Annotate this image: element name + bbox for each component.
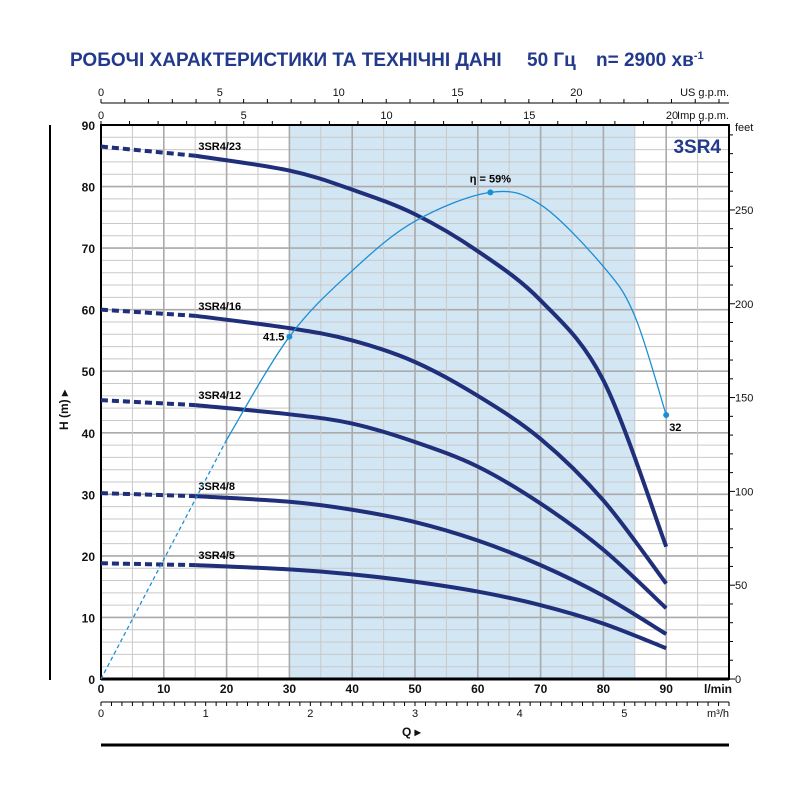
curve-label: 3SR4/12 [198, 390, 241, 402]
y-tick-label: 30 [82, 488, 96, 502]
frequency-label: 50 Гц [527, 50, 576, 71]
x-tick-label: 10 [157, 682, 171, 696]
imp-gpm-label: Imp g.p.m. [677, 110, 729, 122]
imp-gpm-tick-label: 15 [523, 110, 535, 122]
chart-title: РОБОЧІ ХАРАКТЕРИСТИКИ ТА ТЕХНІЧНІ ДАНІ [70, 50, 502, 71]
x-tick-label: 0 [98, 682, 105, 696]
efficiency-point [663, 412, 670, 419]
efficiency-curve [226, 190, 667, 441]
y-tick-label: 90 [82, 119, 96, 133]
curve-label: 3SR4/16 [198, 301, 241, 313]
curve-3SR4-16 [194, 313, 668, 585]
imp-gpm-tick-label: 20 [666, 110, 678, 122]
y-tick-label: 10 [82, 611, 96, 625]
x-tick-label: 90 [660, 682, 674, 696]
x-unit-label: l/min [704, 682, 732, 696]
us-gpm-tick-label: 0 [98, 87, 104, 99]
imp-gpm-tick-label: 5 [241, 110, 247, 122]
us-gpm-label: US g.p.m. [680, 87, 729, 99]
efficiency-point [487, 189, 494, 196]
us-gpm-tick-label: 20 [570, 87, 582, 99]
curve-3SR4-5 [195, 563, 667, 651]
efficiency-point [286, 333, 293, 340]
x-tick-label: 80 [597, 682, 611, 696]
model-label: 3SR4 [673, 137, 721, 158]
efficiency-label: 41.5 [263, 332, 284, 344]
x-tick-label: 60 [471, 682, 485, 696]
m3h-tick-label: 1 [203, 708, 209, 720]
y-tick-label: 40 [82, 427, 96, 441]
y-axis-label: H (m) ▸ [57, 389, 71, 430]
x-tick-label: 50 [408, 682, 422, 696]
y-tick-label: 0 [88, 673, 95, 687]
curve-3SR4-5-dashed [100, 561, 196, 568]
imp-gpm-tick-label: 10 [380, 110, 392, 122]
curve-3SR4-16-dashed [100, 307, 196, 318]
m3h-tick-label: 3 [412, 708, 418, 720]
x-axis-label: Q ▸ [402, 725, 422, 739]
m3h-tick-label: 2 [307, 708, 313, 720]
feet-tick-label: 0 [735, 674, 741, 686]
recommended-range [289, 125, 635, 679]
y-tick-label: 70 [82, 242, 96, 256]
efficiency-peak-label: η = 59% [470, 173, 511, 185]
curve-3SR4-12 [195, 403, 668, 610]
y-tick-label: 20 [82, 550, 96, 564]
feet-tick-label: 200 [735, 299, 753, 311]
feet-tick-label: 150 [735, 393, 753, 405]
y-tick-label: 60 [82, 304, 96, 318]
m3h-tick-label: 5 [621, 708, 627, 720]
y-tick-label: 50 [82, 365, 96, 379]
us-gpm-tick-label: 10 [333, 87, 345, 99]
us-gpm-tick-label: 15 [451, 87, 463, 99]
us-gpm-tick-label: 5 [217, 87, 223, 99]
efficiency-curve-dashed [100, 439, 228, 680]
m3h-label: m³/h [707, 708, 729, 720]
feet-tick-label: 100 [735, 486, 753, 498]
curve-3SR4-12-dashed [100, 398, 196, 408]
curve-3SR4-23-dashed [100, 144, 196, 158]
feet-tick-label: 50 [735, 580, 747, 592]
speed-label: n= 2900 хв-1 [596, 50, 704, 71]
feet-axis-label: feet [735, 122, 753, 134]
x-tick-label: 40 [346, 682, 360, 696]
y-tick-label: 80 [82, 181, 96, 195]
m3h-tick-label: 0 [98, 708, 104, 720]
m3h-tick-label: 4 [517, 708, 523, 720]
feet-tick-label: 250 [735, 205, 753, 217]
curve-label: 3SR4/23 [198, 141, 241, 153]
curve-label: 3SR4/5 [198, 550, 235, 562]
curve-3SR4-8 [195, 494, 668, 636]
efficiency-label: 32 [669, 422, 681, 434]
x-tick-label: 70 [534, 682, 548, 696]
imp-gpm-tick-label: 0 [98, 110, 104, 122]
curve-3SR4-8-dashed [100, 491, 196, 499]
x-tick-label: 30 [283, 682, 297, 696]
x-tick-label: 20 [220, 682, 234, 696]
curve-label: 3SR4/8 [198, 481, 235, 493]
curve-3SR4-23 [194, 153, 669, 548]
